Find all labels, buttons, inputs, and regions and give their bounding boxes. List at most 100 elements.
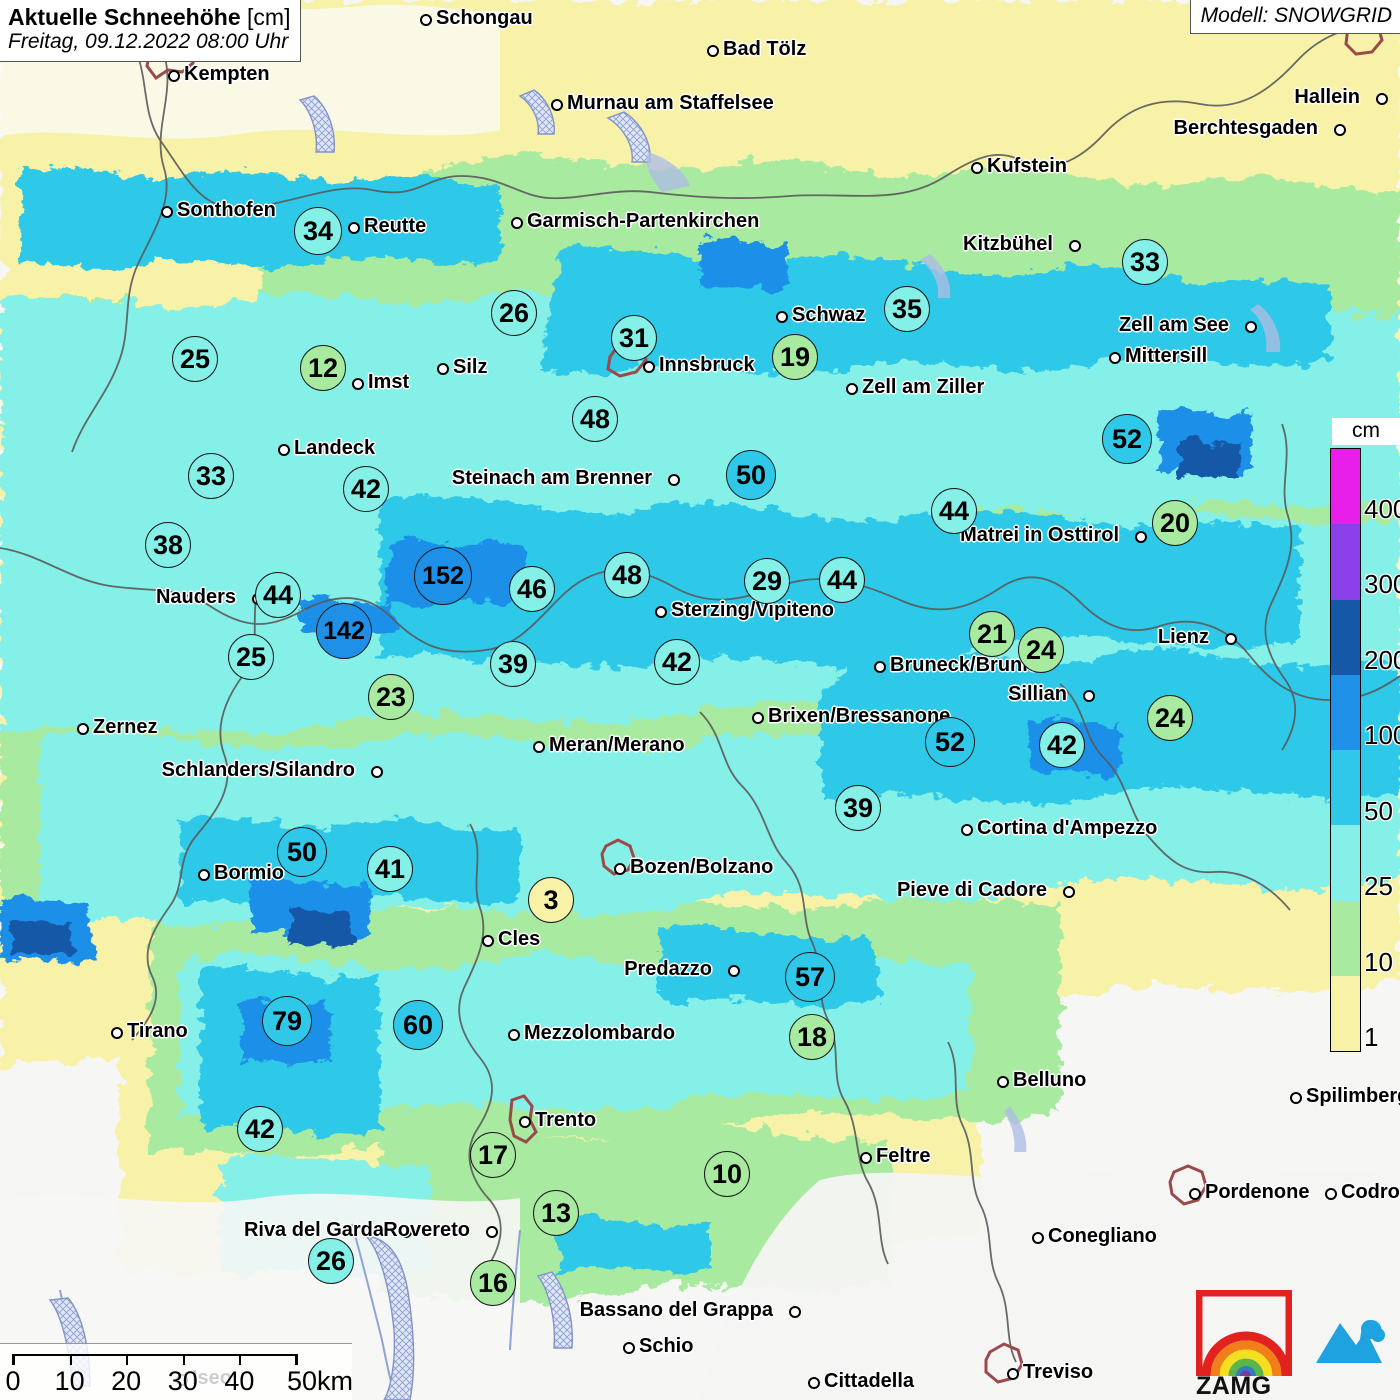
city-dot-icon	[486, 1226, 498, 1238]
city-dot-icon	[655, 606, 667, 618]
city-label: Matrei in Osttirol	[960, 524, 1119, 546]
city-dot-icon	[161, 206, 173, 218]
city-label: Belluno	[1013, 1069, 1087, 1091]
city-dot-icon	[168, 70, 180, 82]
city-label: Schio	[639, 1335, 694, 1357]
legend-band-300	[1331, 524, 1360, 600]
city-label: Sonthofen	[177, 199, 276, 221]
snow-depth-station-bubble: 42	[237, 1106, 283, 1152]
snow-depth-station-bubble: 142	[316, 603, 372, 659]
snow-depth-station-bubble: 25	[172, 336, 218, 382]
scale-label: 0	[5, 1366, 21, 1396]
city-label: Cles	[498, 928, 541, 950]
snow-depth-station-bubble: 25	[228, 634, 274, 680]
city-label: Mittersill	[1125, 345, 1208, 367]
snow-depth-station-bubble: 24	[1147, 695, 1193, 741]
scale-bar-line	[12, 1354, 297, 1365]
city-dot-icon	[1135, 531, 1147, 543]
scale-tick	[296, 1354, 298, 1365]
scale-label: 20	[111, 1366, 142, 1396]
snow-depth-station-bubble: 3	[528, 877, 574, 923]
legend-band-200	[1331, 599, 1360, 675]
city-label: Cittadella	[824, 1370, 915, 1392]
city-label: Reutte	[364, 215, 427, 237]
snow-depth-station-bubble: 23	[368, 674, 414, 720]
city-label: Trento	[535, 1109, 597, 1131]
city-dot-icon	[1083, 690, 1095, 702]
city-label: Rovereto	[383, 1219, 470, 1241]
scale-tick	[69, 1354, 72, 1365]
legend-tick-10: 10	[1364, 946, 1393, 977]
legend-band-1	[1331, 975, 1360, 1051]
city-dot-icon	[728, 965, 740, 977]
scale-bar: 0 10 20 30 40 50km	[0, 1343, 353, 1400]
snow-depth-station-bubble: 17	[470, 1132, 516, 1178]
city-dot-icon	[1189, 1188, 1201, 1200]
city-dot-icon	[1109, 352, 1121, 364]
city-label: Sillian	[1008, 683, 1067, 705]
snow-depth-station-bubble: 60	[393, 1000, 443, 1050]
city-label: Kitzbühel	[963, 233, 1053, 255]
snow-depth-station-bubble: 31	[611, 315, 657, 361]
snow-depth-station-bubble: 33	[1122, 239, 1168, 285]
legend-tick-100: 100	[1364, 720, 1400, 750]
zamg-rainbow-icon	[1196, 1290, 1292, 1376]
city-dot-icon	[1290, 1092, 1302, 1104]
snow-depth-station-bubble: 42	[654, 639, 700, 685]
map-timestamp: Freitag, 09.12.2022 08:00 Uhr	[8, 30, 289, 54]
snow-depth-station-bubble: 52	[925, 717, 975, 767]
city-label: Landeck	[294, 437, 376, 459]
city-dot-icon	[551, 99, 563, 111]
snow-depth-station-bubble: 35	[884, 286, 930, 332]
city-dot-icon	[1063, 886, 1075, 898]
city-label: Zell am Ziller	[862, 376, 985, 398]
legend-unit-label: cm	[1332, 418, 1400, 445]
city-label: Mezzolombardo	[524, 1022, 676, 1044]
legend-tick-50: 50	[1364, 795, 1393, 826]
snow-depth-station-bubble: 10	[704, 1151, 750, 1197]
city-dot-icon	[1325, 1188, 1337, 1200]
scale-tick	[182, 1354, 185, 1365]
city-dot-icon	[371, 766, 383, 778]
snow-depth-station-bubble: 42	[343, 466, 389, 512]
city-label: Kempten	[184, 63, 270, 85]
legend-tick-25: 25	[1364, 871, 1393, 901]
snow-depth-station-bubble: 48	[572, 396, 618, 442]
city-dot-icon	[437, 363, 449, 375]
legend-tick-200: 200	[1364, 644, 1400, 675]
city-dot-icon	[508, 1029, 520, 1041]
page-title: Aktuelle Schneehöhe [cm]	[8, 4, 290, 30]
city-dot-icon	[846, 383, 858, 395]
scale-label: 40	[224, 1366, 255, 1396]
city-label: Treviso	[1023, 1361, 1094, 1383]
snow-depth-station-bubble: 33	[188, 453, 234, 499]
city-dot-icon	[643, 361, 655, 373]
city-dot-icon	[1334, 124, 1346, 136]
city-label: Sterzing/Vipiteno	[671, 599, 834, 621]
city-dot-icon	[278, 444, 290, 456]
city-dot-icon	[997, 1076, 1009, 1088]
city-dot-icon	[348, 222, 360, 234]
snow-depth-station-bubble: 57	[785, 952, 835, 1002]
city-label: Bormio	[214, 862, 284, 884]
city-dot-icon	[776, 311, 788, 323]
snow-depth-station-bubble: 39	[490, 641, 536, 687]
zamg-wordmark: ZAMG	[1196, 1372, 1272, 1400]
city-dot-icon	[400, 1226, 412, 1238]
snow-depth-station-bubble: 50	[726, 450, 776, 500]
snow-depth-station-bubble: 48	[604, 552, 650, 598]
city-label: Zernez	[93, 716, 158, 738]
model-label: Modell: SNOWGRID	[1189, 0, 1400, 34]
legend-gradient-bar	[1330, 448, 1361, 1052]
city-label: Zell am See	[1118, 314, 1229, 336]
city-dot-icon	[961, 824, 973, 836]
city-label: Codroipo	[1341, 1181, 1400, 1203]
map-title-box: Aktuelle Schneehöhe [cm] Freitag, 09.12.…	[0, 0, 302, 62]
snow-depth-station-bubble: 42	[1039, 722, 1085, 768]
city-label: Bad Tölz	[723, 38, 807, 60]
city-dot-icon	[1376, 93, 1388, 105]
snow-depth-station-bubble: 50	[277, 827, 327, 877]
city-dot-icon	[1007, 1368, 1019, 1380]
snow-depth-station-bubble: 52	[1102, 414, 1152, 464]
